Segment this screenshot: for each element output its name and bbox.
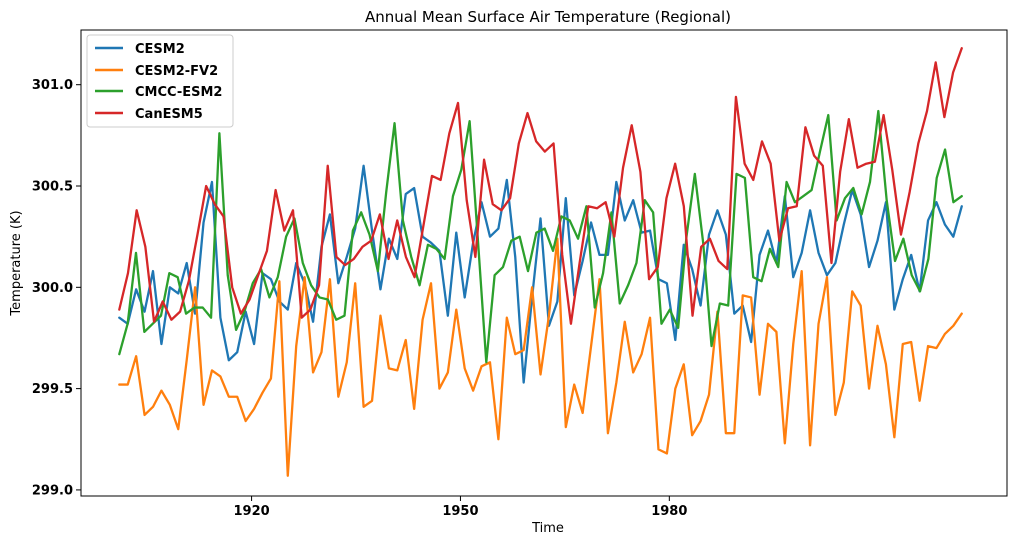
x-tick-label: 1920 (233, 504, 269, 519)
legend-label-cesm2: CESM2 (135, 42, 185, 57)
x-tick-label: 1950 (442, 504, 478, 519)
chart-title: Annual Mean Surface Air Temperature (Reg… (365, 8, 731, 26)
legend-label-canesm5: CanESM5 (135, 107, 203, 122)
legend-label-cmcc-esm2: CMCC-ESM2 (135, 85, 222, 100)
y-tick-label: 301.0 (32, 78, 73, 93)
series-line-cmcc-esm2 (118, 109, 963, 364)
y-tick-label: 299.5 (32, 382, 73, 397)
legend-box (86, 34, 234, 128)
x-axis-label: Time (531, 521, 564, 536)
legend-label-cesm2-fv2: CESM2-FV2 (135, 64, 218, 79)
y-axis-label: Temperature (K) (9, 210, 24, 316)
y-tick-label: 300.0 (32, 281, 73, 296)
x-tick-label: 1980 (651, 504, 687, 519)
series-line-cesm2-fv2 (118, 237, 963, 477)
legend: CESM2 CESM2-FV2 CMCC-ESM2 CanESM5 (86, 34, 234, 128)
y-tick-label: 299.0 (32, 483, 73, 498)
series-line-canesm5 (118, 47, 963, 325)
x-axis: 1920 1950 1980 (233, 496, 687, 519)
series-layer (118, 47, 963, 477)
series-line-cesm2 (118, 164, 963, 384)
y-axis: 299.0 299.5 300.0 300.5 301.0 (32, 78, 81, 498)
plot-frame (80, 29, 1008, 497)
y-tick-label: 300.5 (32, 180, 73, 195)
